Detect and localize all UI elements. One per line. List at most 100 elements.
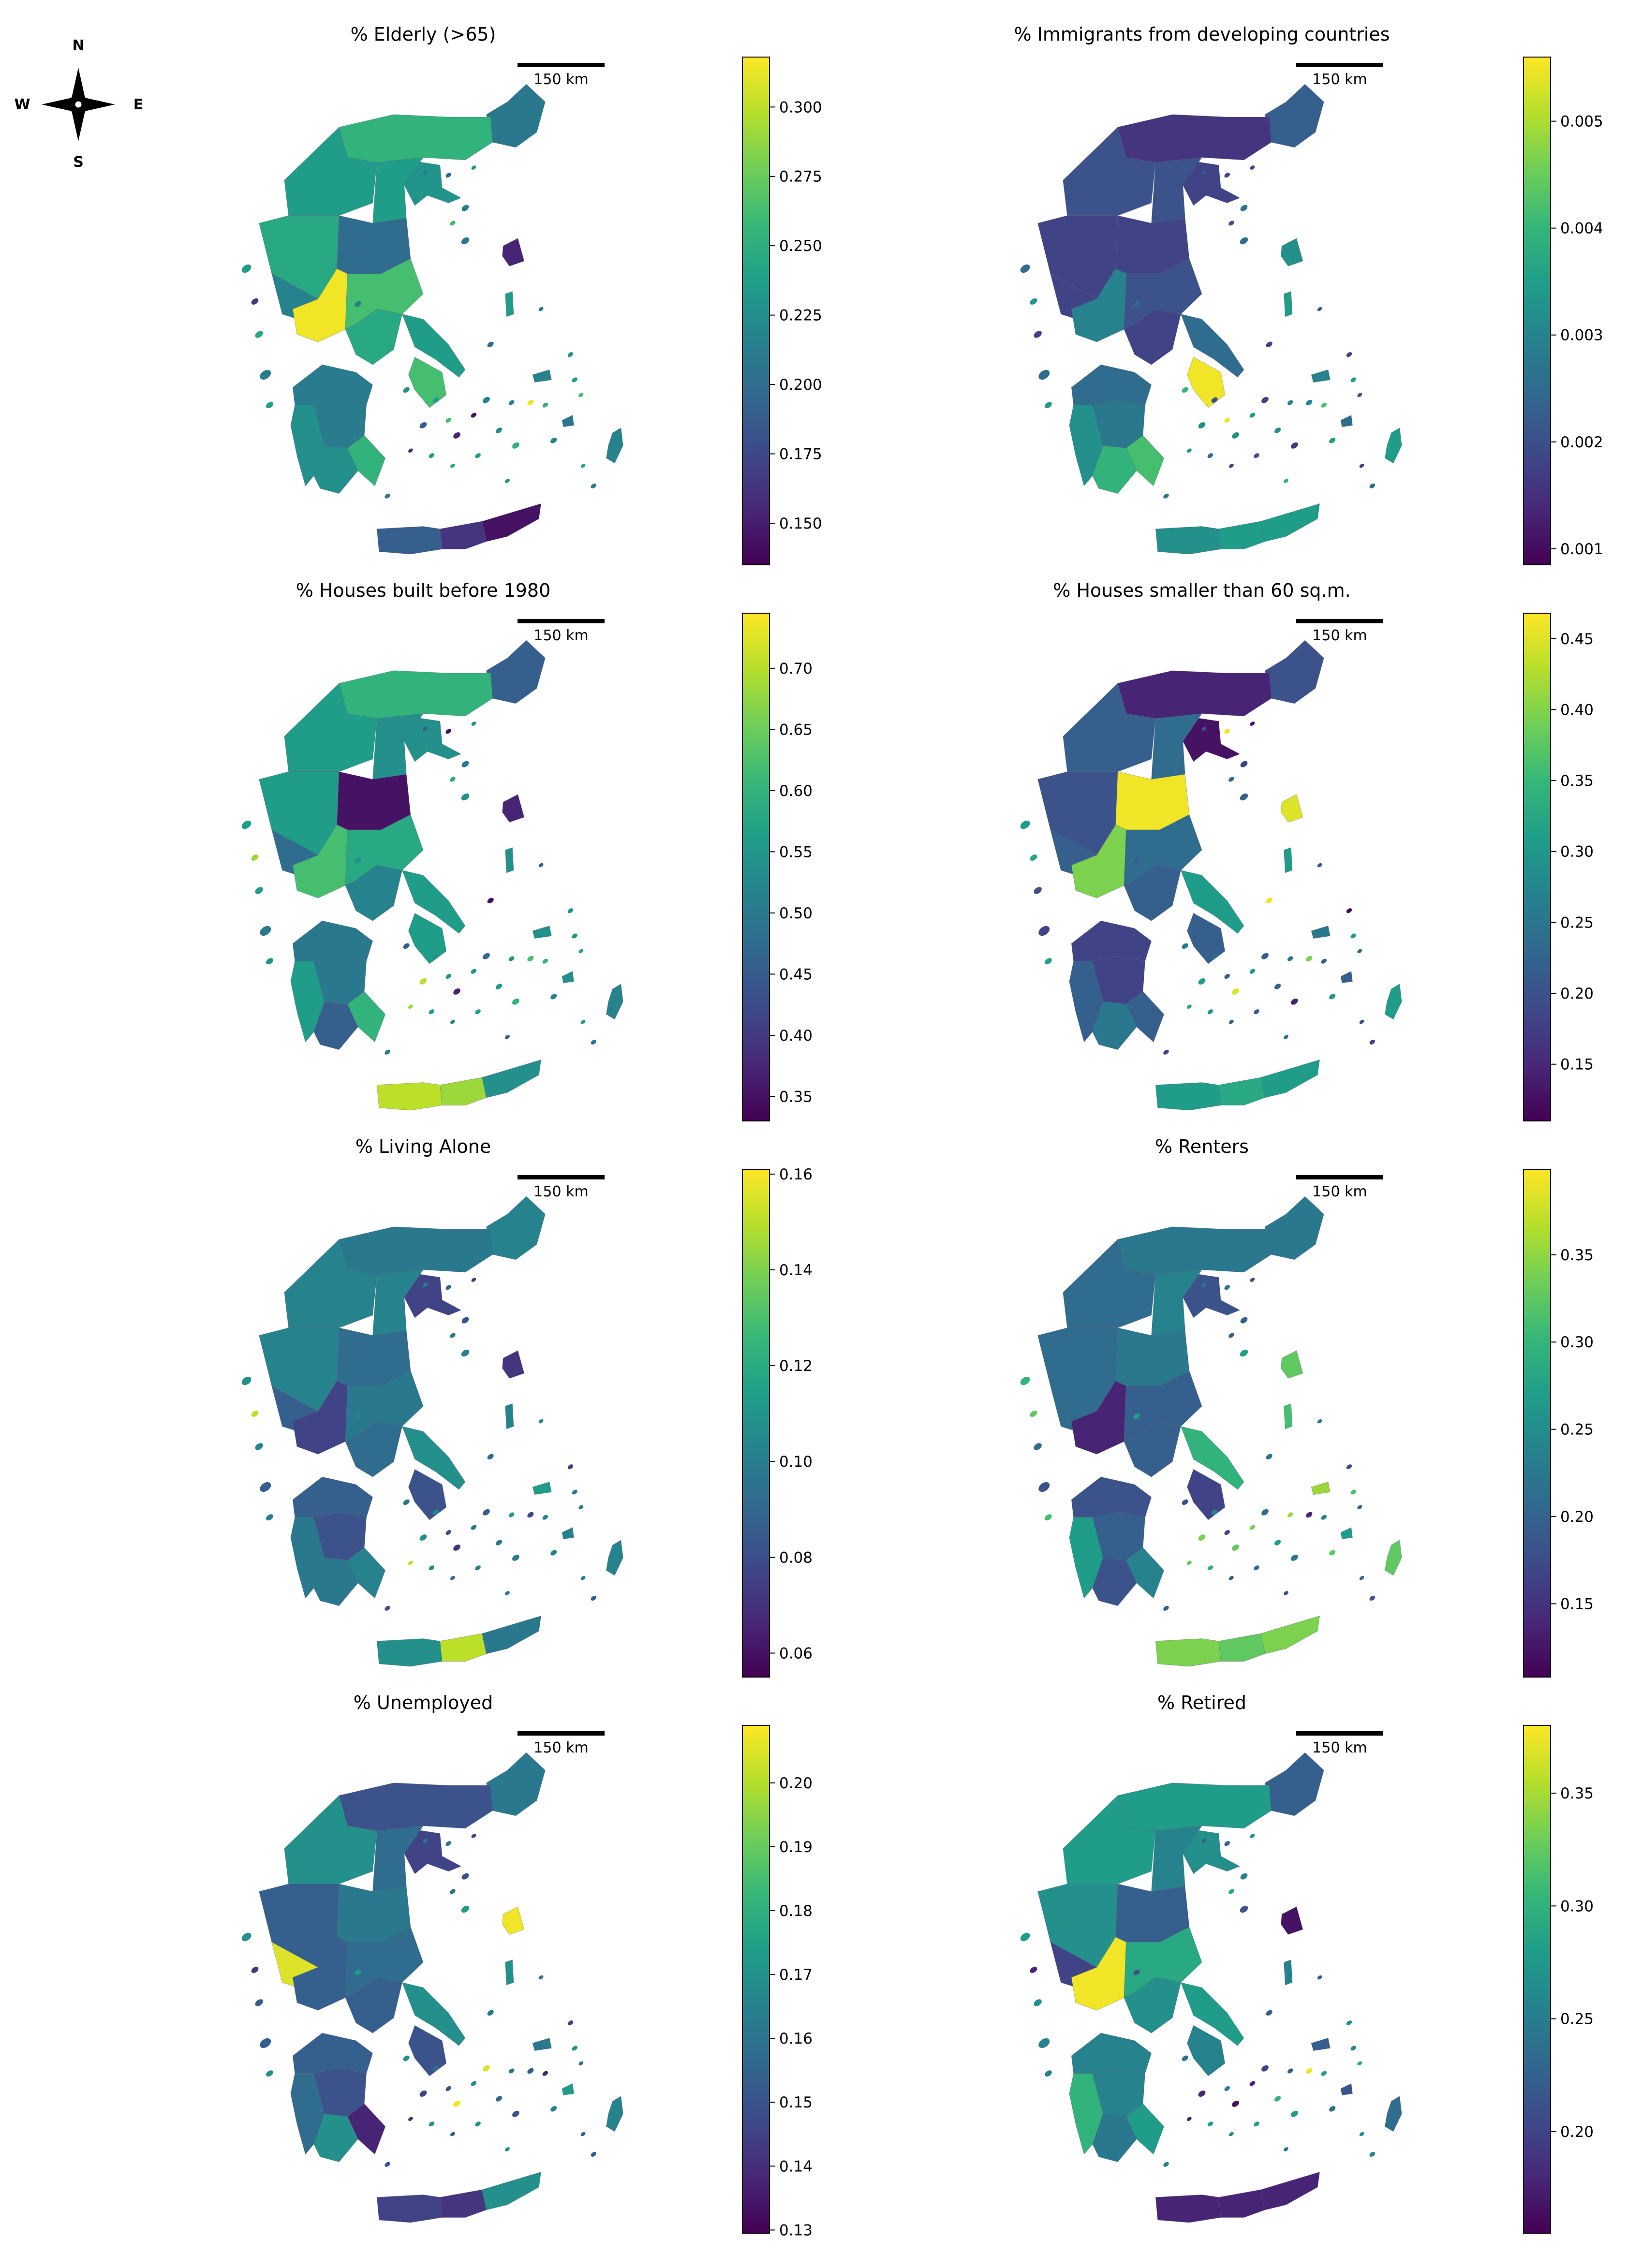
island bbox=[1250, 1834, 1255, 1838]
region-crete_e bbox=[1260, 1615, 1320, 1654]
island bbox=[1240, 205, 1248, 211]
colorbar-tick-label: 0.20 bbox=[1560, 985, 1594, 1002]
island bbox=[1274, 984, 1281, 989]
island bbox=[1133, 301, 1140, 307]
island bbox=[1261, 1509, 1269, 1516]
region-rhodes bbox=[1385, 427, 1402, 464]
region-peloponnese_se bbox=[347, 1547, 386, 1599]
island bbox=[483, 2065, 490, 2072]
region-macedonia_c bbox=[1151, 713, 1202, 780]
colorbar-tick-label: 0.25 bbox=[1560, 1421, 1594, 1439]
greece-map bbox=[241, 84, 623, 555]
panel-title: % Immigrants from developing countries bbox=[1014, 24, 1390, 45]
colorbar-tick-label: 0.40 bbox=[1560, 701, 1594, 719]
island bbox=[1211, 1509, 1218, 1516]
region-peloponnese_se bbox=[347, 435, 386, 486]
island bbox=[1250, 1278, 1255, 1282]
colorbar-tick-label: 0.004 bbox=[1560, 220, 1603, 237]
region-crete_e bbox=[482, 1059, 542, 1098]
island bbox=[475, 1009, 481, 1015]
region-crete_c bbox=[1218, 1633, 1265, 1662]
region-rhodope bbox=[1265, 640, 1324, 704]
colorbar bbox=[1523, 1169, 1551, 1678]
island bbox=[475, 453, 481, 458]
panel-title: % Elderly (>65) bbox=[351, 24, 496, 45]
scale-bar bbox=[1296, 1731, 1383, 1736]
island bbox=[1240, 761, 1248, 767]
island bbox=[453, 1544, 460, 1551]
island bbox=[1254, 453, 1259, 458]
island bbox=[1249, 2081, 1256, 2086]
region-samos bbox=[1311, 2038, 1331, 2051]
island bbox=[1034, 1443, 1042, 1450]
region-peloponnese_s bbox=[1092, 1557, 1137, 1606]
region-central_e bbox=[1124, 309, 1181, 365]
island bbox=[429, 1565, 435, 1571]
island bbox=[1186, 2117, 1192, 2121]
island bbox=[241, 1932, 251, 1942]
island bbox=[591, 2151, 597, 2157]
island bbox=[403, 1499, 410, 1505]
island bbox=[1186, 1561, 1192, 1565]
island bbox=[1329, 994, 1336, 1000]
island bbox=[487, 1454, 494, 1460]
region-macedonia_n bbox=[339, 1226, 493, 1275]
island bbox=[1346, 908, 1352, 913]
island bbox=[419, 978, 427, 985]
island bbox=[1232, 2100, 1239, 2107]
region-macedonia_c bbox=[372, 1826, 424, 1892]
island bbox=[512, 998, 519, 1005]
region-attica bbox=[1187, 2025, 1226, 2077]
island bbox=[1287, 2068, 1293, 2074]
colorbar-tick-label: 0.20 bbox=[1560, 2123, 1594, 2141]
scale-bar-label: 150 km bbox=[1312, 627, 1367, 644]
region-chalkidiki bbox=[404, 1828, 462, 1874]
colorbar-tick-label: 0.30 bbox=[1560, 1898, 1594, 1915]
island bbox=[1357, 393, 1362, 398]
colorbar bbox=[1523, 57, 1551, 565]
colorbar-tick-label: 0.275 bbox=[779, 168, 822, 186]
island bbox=[567, 352, 574, 357]
region-crete_w bbox=[376, 1638, 443, 1667]
region-chalkidiki bbox=[1183, 716, 1241, 762]
colorbar-tick-label: 0.20 bbox=[779, 1775, 813, 1792]
greece-map bbox=[241, 640, 623, 1111]
region-chalkidiki bbox=[1183, 1272, 1241, 1318]
island bbox=[1261, 2065, 1269, 2072]
island bbox=[1284, 479, 1288, 483]
island bbox=[1306, 399, 1313, 406]
island bbox=[1266, 2010, 1272, 2016]
island bbox=[1198, 978, 1206, 985]
region-crete_w bbox=[1155, 526, 1221, 555]
colorbar-tick-label: 0.35 bbox=[1560, 1785, 1594, 1802]
region-central_e bbox=[345, 865, 402, 921]
region-lesvos bbox=[1281, 794, 1303, 823]
region-chios bbox=[505, 291, 514, 317]
island bbox=[450, 463, 455, 468]
island bbox=[1211, 397, 1218, 403]
scale-bar bbox=[1296, 619, 1383, 623]
colorbar-tick-label: 0.002 bbox=[1560, 434, 1603, 451]
island bbox=[1207, 1565, 1213, 1571]
island bbox=[423, 1282, 428, 1287]
island bbox=[512, 1554, 519, 1561]
island bbox=[1133, 1413, 1140, 1419]
island bbox=[432, 397, 439, 403]
island bbox=[255, 1999, 263, 2006]
island bbox=[1240, 1317, 1248, 1324]
island bbox=[445, 1841, 451, 1846]
island bbox=[1207, 2121, 1213, 2127]
island bbox=[527, 2068, 534, 2074]
island bbox=[572, 933, 577, 939]
region-crete_w bbox=[376, 2194, 443, 2223]
colorbar-tick-label: 0.250 bbox=[779, 237, 822, 255]
island bbox=[1228, 1889, 1234, 1894]
island bbox=[1291, 1554, 1298, 1561]
colorbar-tick-label: 0.50 bbox=[779, 905, 813, 922]
colorbar-tick-label: 0.60 bbox=[779, 782, 813, 800]
island bbox=[1198, 2091, 1206, 2097]
region-crete_c bbox=[440, 2189, 487, 2218]
island bbox=[505, 479, 510, 483]
island bbox=[1133, 857, 1140, 863]
island bbox=[505, 2147, 510, 2151]
